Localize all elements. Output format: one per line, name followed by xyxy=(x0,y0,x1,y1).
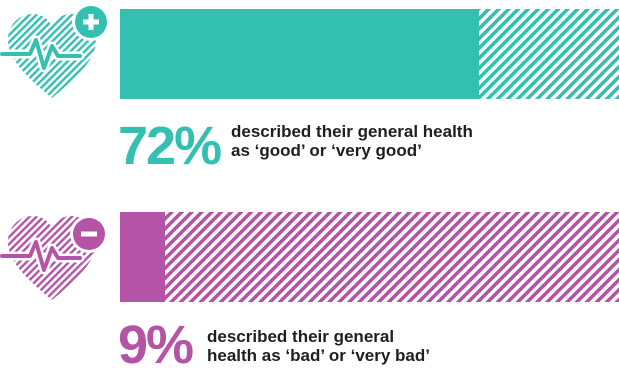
good-health-description-line-2: as ‘good’ or ‘very good’ xyxy=(231,141,422,160)
bad-health-bar xyxy=(120,212,619,302)
bad-health-bar-fill xyxy=(120,212,165,302)
bad-health-description-line-1: described their general xyxy=(207,327,395,346)
bad-health-description-line-2: health as ‘bad’ or ‘very bad’ xyxy=(207,346,430,365)
good-health-bar xyxy=(120,9,619,99)
good-health-description-line-1: described their general health xyxy=(231,122,473,141)
good-health-bar-fill xyxy=(120,9,480,99)
good-health-percent: 72% xyxy=(118,116,222,176)
heart-plus-icon xyxy=(0,3,110,98)
bad-health-percent: 9% xyxy=(118,315,194,375)
bad-health-description: described their general health as ‘bad’ … xyxy=(207,327,430,365)
good-health-description: described their general health as ‘good’… xyxy=(231,122,473,160)
heart-minus-icon xyxy=(0,215,108,300)
